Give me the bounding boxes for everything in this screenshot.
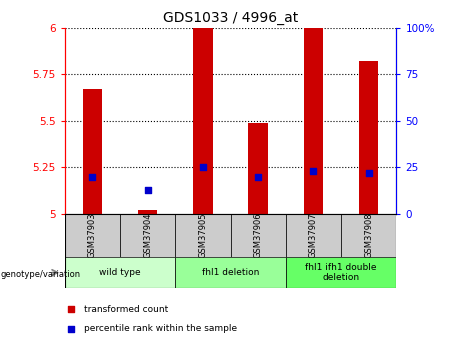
Point xyxy=(254,174,262,179)
Bar xyxy=(286,257,396,288)
Text: transformed count: transformed count xyxy=(84,305,169,314)
Title: GDS1033 / 4996_at: GDS1033 / 4996_at xyxy=(163,11,298,25)
Text: fhl1 ifh1 double
deletion: fhl1 ifh1 double deletion xyxy=(305,263,377,282)
Text: GSM37908: GSM37908 xyxy=(364,213,373,258)
Bar xyxy=(65,214,120,257)
Text: GSM37906: GSM37906 xyxy=(254,213,263,258)
Bar xyxy=(175,214,230,257)
Text: percentile rank within the sample: percentile rank within the sample xyxy=(84,325,237,334)
Bar xyxy=(359,61,378,214)
Point xyxy=(310,168,317,174)
Bar xyxy=(230,214,286,257)
Bar xyxy=(304,28,323,214)
Text: fhl1 deletion: fhl1 deletion xyxy=(202,268,259,277)
Point xyxy=(67,306,75,312)
Point xyxy=(144,187,151,193)
Text: wild type: wild type xyxy=(99,268,141,277)
Text: GSM37904: GSM37904 xyxy=(143,213,152,258)
Bar xyxy=(83,89,102,214)
Bar xyxy=(248,122,268,214)
Bar xyxy=(138,210,157,214)
Bar xyxy=(193,28,213,214)
Bar xyxy=(175,257,286,288)
Text: GSM37907: GSM37907 xyxy=(309,213,318,258)
Text: GSM37905: GSM37905 xyxy=(198,213,207,258)
Text: genotype/variation: genotype/variation xyxy=(1,270,81,279)
Point xyxy=(89,174,96,179)
Bar xyxy=(286,214,341,257)
Point xyxy=(199,165,207,170)
Bar xyxy=(341,214,396,257)
Point xyxy=(67,326,75,332)
Bar xyxy=(65,257,175,288)
Text: GSM37903: GSM37903 xyxy=(88,213,97,258)
Bar xyxy=(120,214,175,257)
Point xyxy=(365,170,372,176)
